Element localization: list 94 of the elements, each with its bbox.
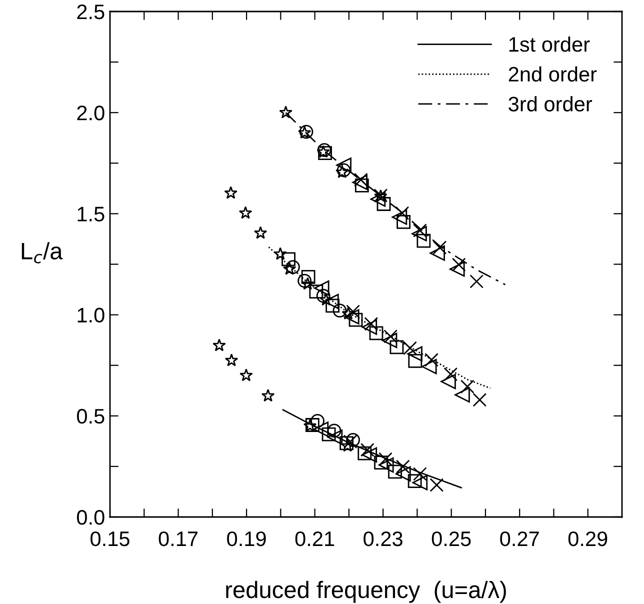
y-tick-label: 0.0 xyxy=(76,510,104,525)
point xyxy=(326,298,340,313)
point xyxy=(322,427,336,442)
point xyxy=(336,158,352,173)
point xyxy=(224,186,238,199)
x-tick-label: 0.23 xyxy=(364,531,402,546)
x-axis-title: reduced frequency (u=a/λ) xyxy=(226,580,506,603)
point xyxy=(362,319,378,335)
point xyxy=(298,274,312,288)
point xyxy=(301,270,316,284)
point xyxy=(444,367,458,382)
point xyxy=(390,340,404,354)
point xyxy=(378,457,394,473)
point xyxy=(430,245,445,261)
point xyxy=(369,326,384,340)
point xyxy=(470,274,484,288)
point xyxy=(286,260,300,274)
point xyxy=(408,354,422,368)
point xyxy=(396,460,410,474)
point xyxy=(340,436,354,450)
point xyxy=(382,332,398,348)
x-tick-label: 0.21 xyxy=(295,531,334,546)
point xyxy=(364,316,378,331)
point xyxy=(300,277,314,290)
point xyxy=(396,466,411,482)
x-tick-label: 0.15 xyxy=(90,531,130,546)
legend-label: 2nd order xyxy=(508,66,597,82)
point xyxy=(279,106,292,118)
point xyxy=(430,478,444,492)
point xyxy=(274,247,287,260)
point xyxy=(472,392,487,407)
x-tick-label: 0.27 xyxy=(500,531,539,546)
point xyxy=(282,262,296,275)
point xyxy=(396,215,410,229)
point xyxy=(352,174,368,190)
point xyxy=(412,226,427,242)
point xyxy=(374,456,388,470)
point xyxy=(358,446,372,460)
x-tick-label: 0.17 xyxy=(158,531,198,546)
point xyxy=(344,309,360,324)
x-tick-label: 0.25 xyxy=(432,531,471,546)
point xyxy=(452,258,466,272)
y-tick-label: 1.5 xyxy=(78,206,104,222)
point xyxy=(454,387,470,403)
legend-label: 1st order xyxy=(509,36,590,52)
point xyxy=(392,210,408,225)
point xyxy=(324,294,339,310)
point xyxy=(408,474,422,488)
y-tick-label: 2.0 xyxy=(77,106,104,120)
point xyxy=(238,206,252,219)
point xyxy=(313,422,329,437)
point xyxy=(412,474,428,490)
y-tick-label: 1.0 xyxy=(78,308,104,323)
point xyxy=(342,306,355,320)
point xyxy=(254,226,268,239)
point xyxy=(327,424,342,438)
y-axis-title: L$_{c}$/a xyxy=(22,242,63,264)
point xyxy=(348,312,363,327)
point xyxy=(224,354,238,366)
point xyxy=(340,439,354,452)
point xyxy=(309,284,324,298)
point xyxy=(407,346,422,362)
legend-label: 3rd order xyxy=(508,96,592,112)
point xyxy=(376,197,391,211)
x-tick-label: 0.19 xyxy=(227,531,266,546)
point xyxy=(424,352,438,367)
x-tick-label: 0.29 xyxy=(568,531,608,546)
point xyxy=(327,429,343,445)
point xyxy=(319,292,333,306)
line-series xyxy=(268,246,491,389)
point xyxy=(370,192,386,207)
point xyxy=(282,252,296,266)
line-series xyxy=(282,409,462,488)
point xyxy=(314,280,330,296)
point xyxy=(332,304,347,318)
point xyxy=(432,240,447,254)
point xyxy=(440,374,456,390)
y-tick-label: 2.5 xyxy=(77,4,104,20)
point xyxy=(240,368,253,382)
point xyxy=(416,234,431,248)
point xyxy=(460,380,474,394)
point xyxy=(303,419,317,432)
point xyxy=(422,358,437,374)
point xyxy=(449,261,465,277)
point xyxy=(305,418,320,432)
point xyxy=(354,178,369,192)
y-tick-label: 0.5 xyxy=(76,408,104,424)
point xyxy=(346,433,360,447)
point xyxy=(362,447,378,463)
point xyxy=(212,338,226,352)
point xyxy=(388,464,402,479)
point xyxy=(316,288,330,303)
point xyxy=(261,388,275,402)
point xyxy=(403,341,417,356)
